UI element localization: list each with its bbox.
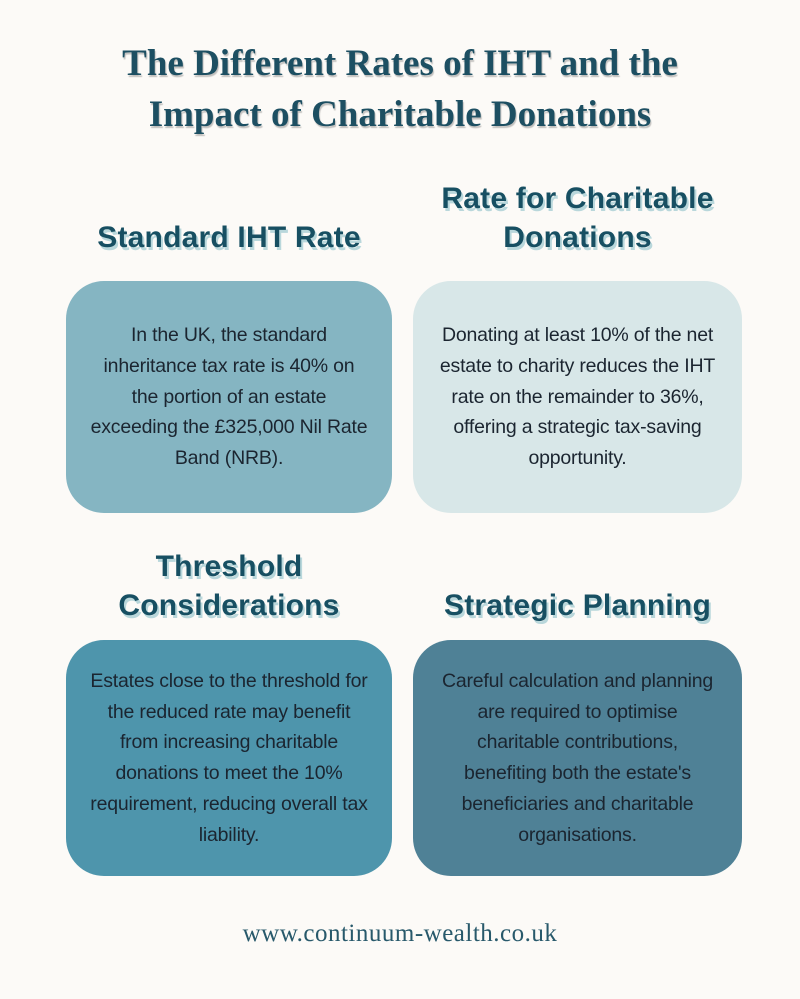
card-rate-for-charitable-donations: Donating at least 10% of the net estate …	[413, 281, 742, 514]
section-heading-strategic-planning: Strategic Planning	[444, 588, 711, 622]
card-body-rate-for-charitable-donations: Donating at least 10% of the net estate …	[439, 324, 716, 470]
card-body-standard-iht-rate: In the UK, the standard inheritance tax …	[90, 324, 368, 470]
card-body-strategic-planning: Careful calculation and planning are req…	[441, 669, 714, 846]
section-heading-standard-iht-rate: Standard IHT Rate	[97, 220, 361, 254]
page-title: The Different Rates of IHT and the Impact…	[0, 0, 800, 140]
page-title-line1: The Different Rates of IHT and the	[122, 43, 678, 84]
section-heading-cell-rate-for-charitable-donations: Rate for Charitable Donations	[413, 140, 742, 281]
section-heading-cell-threshold-considerations: Threshold Considerations	[66, 513, 392, 640]
card-body-threshold-considerations: Estates close to the threshold for the r…	[90, 669, 368, 846]
card-standard-iht-rate: In the UK, the standard inheritance tax …	[66, 281, 392, 514]
section-heading-rate-for-charitable-donations: Rate for Charitable Donations	[441, 182, 714, 254]
card-threshold-considerations: Estates close to the threshold for the r…	[66, 640, 392, 877]
section-heading-threshold-considerations: Threshold Considerations	[118, 550, 340, 622]
card-strategic-planning: Careful calculation and planning are req…	[413, 640, 742, 877]
section-heading-cell-strategic-planning: Strategic Planning	[413, 513, 742, 640]
page-title-line2: Impact of Charitable Donations	[148, 94, 652, 136]
footer-website-url: www.continuum-wealth.co.uk	[242, 920, 558, 948]
section-heading-cell-standard-iht-rate: Standard IHT Rate	[66, 140, 392, 281]
sections-grid: Standard IHT Rate Rate for Charitable Do…	[66, 140, 800, 877]
